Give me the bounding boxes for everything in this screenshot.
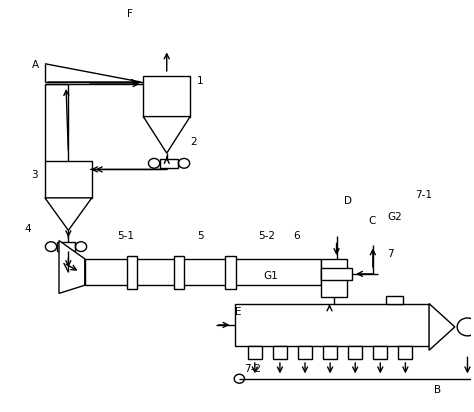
Bar (57, 242, 75, 251)
Polygon shape (429, 304, 455, 350)
Bar (174, 255, 184, 288)
Polygon shape (59, 241, 85, 293)
Bar (273, 346, 287, 359)
Text: 7-1: 7-1 (415, 190, 432, 200)
Text: 6: 6 (293, 231, 300, 241)
Bar (373, 346, 387, 359)
Polygon shape (143, 117, 190, 153)
Text: 5: 5 (197, 231, 204, 241)
Bar (45, 161, 92, 198)
Text: 3: 3 (31, 170, 37, 180)
Bar (248, 346, 262, 359)
Text: 1: 1 (197, 76, 204, 86)
Text: G1: G1 (263, 271, 278, 281)
Text: 4: 4 (25, 225, 31, 234)
Bar (160, 159, 178, 168)
Text: 5-2: 5-2 (258, 231, 275, 241)
Polygon shape (45, 198, 92, 230)
Text: D: D (344, 196, 352, 206)
Text: F: F (127, 9, 133, 19)
Bar (298, 346, 312, 359)
Bar (235, 304, 429, 346)
Bar (225, 255, 236, 288)
Text: B: B (434, 385, 441, 395)
Text: 5-1: 5-1 (118, 231, 135, 241)
Bar (398, 346, 412, 359)
Bar (321, 268, 352, 280)
Text: G2: G2 (387, 212, 401, 222)
Bar (323, 346, 337, 359)
Bar (386, 296, 403, 304)
Text: 2: 2 (190, 137, 197, 147)
Text: 7-2: 7-2 (245, 364, 262, 374)
Text: A: A (32, 60, 39, 70)
Text: C: C (368, 216, 375, 226)
Bar (143, 76, 190, 117)
Bar (127, 255, 137, 288)
Text: E: E (235, 307, 241, 317)
Bar (321, 259, 347, 297)
Bar (85, 259, 321, 285)
Text: 7: 7 (387, 249, 393, 259)
Bar (348, 346, 362, 359)
